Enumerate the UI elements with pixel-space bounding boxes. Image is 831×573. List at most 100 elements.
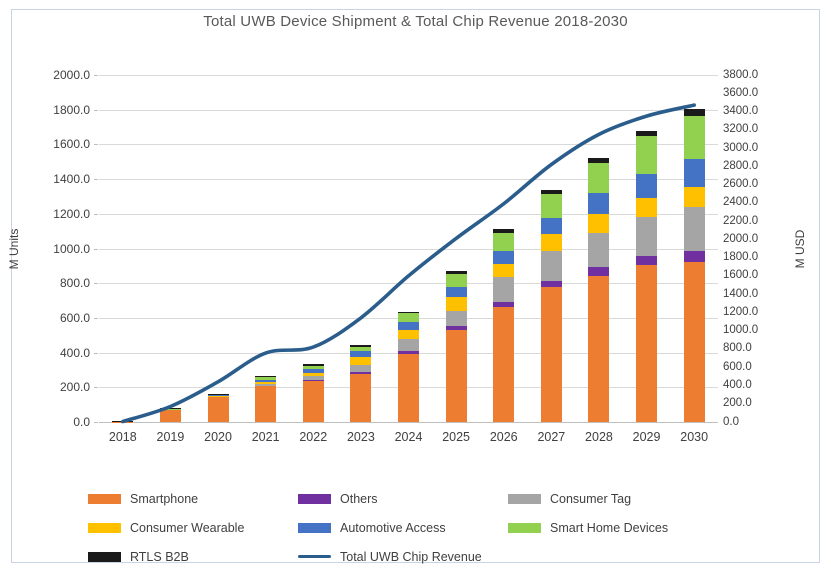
legend-item-total-uwb-chip-revenue: Total UWB Chip Revenue: [298, 550, 508, 564]
x-axis-label: 2021: [251, 430, 280, 444]
legend-line-swatch: [298, 554, 331, 559]
bar-segment-consumer-wearable: [207, 396, 229, 397]
bar-2020: [207, 394, 229, 422]
right-axis-tick: 1400.0: [723, 287, 759, 300]
bar-2024: [398, 311, 419, 422]
bar-segment-consumer-wearable: [540, 234, 562, 251]
right-axis-tick: 400.0: [723, 378, 752, 391]
bar-segment-others: [588, 267, 610, 276]
bar-2026: [493, 229, 515, 422]
bar-segment-consumer-wearable: [398, 329, 419, 339]
bar-2028: [588, 158, 610, 422]
bar-segment-rtls-b2b: [588, 158, 610, 163]
legend-item-others: Others: [298, 492, 508, 506]
legend-color-swatch: [508, 522, 541, 533]
legend-item-rtls-b2b: RTLS B2B: [88, 550, 298, 564]
right-axis-tick: 200.0: [723, 397, 752, 410]
bar-segment-smartphone: [445, 329, 467, 422]
bar-segment-consumer-tag: [540, 250, 562, 281]
right-axis-tick: 3000.0: [723, 141, 759, 154]
right-axis-tick: 600.0: [723, 360, 752, 373]
legend-item-smartphone: Smartphone: [88, 492, 298, 506]
bar-segment-others: [255, 385, 277, 387]
bar-segment-consumer-tag: [255, 383, 277, 386]
legend-color-swatch: [88, 522, 121, 533]
left-axis-tickmark: [94, 179, 98, 181]
plot-area: [99, 75, 718, 424]
x-axis-label: 2025: [442, 430, 471, 444]
bar-segment-consumer-tag: [636, 216, 658, 256]
bar-segment-smart-home-devices: [445, 274, 467, 287]
x-axis-label: 2022: [299, 430, 328, 444]
left-axis-tick: 200.0: [59, 380, 90, 395]
bar-segment-automotive-access: [302, 369, 324, 373]
chart-title: Total UWB Device Shipment & Total Chip R…: [203, 13, 628, 30]
bar-segment-rtls-b2b: [255, 376, 277, 378]
left-axis-tickmark: [94, 213, 98, 215]
bar-segment-smartphone: [207, 397, 229, 422]
legend-label: RTLS B2B: [130, 549, 189, 564]
x-axis-label: 2027: [537, 430, 566, 444]
left-axis-tick: 2000.0: [53, 68, 90, 82]
right-axis-tick: 1200.0: [723, 305, 759, 318]
left-axis-tickmark: [94, 144, 98, 146]
bar-segment-smart-home-devices: [588, 162, 610, 193]
bar-2022: [302, 363, 324, 422]
bar-segment-consumer-wearable: [302, 372, 324, 376]
bar-segment-smart-home-devices: [683, 115, 705, 160]
right-axis-tick: 800.0: [723, 342, 752, 355]
bar-segment-smartphone: [493, 306, 515, 422]
x-axis-label: 2023: [346, 430, 375, 444]
bar-segment-consumer-tag: [398, 338, 419, 352]
bar-segment-automotive-access: [636, 173, 658, 198]
x-axis-label: 2019: [156, 430, 185, 444]
chart-legend: Smartphone Others Consumer Tag Consumer Wea…: [88, 484, 722, 571]
bar-segment-others: [398, 351, 419, 354]
revenue-line: [121, 103, 696, 424]
bar-segment-smartphone: [302, 381, 324, 422]
x-axis-label: 2020: [204, 430, 232, 444]
right-axis-tick: 1600.0: [723, 269, 759, 282]
bar-2030: [683, 109, 705, 422]
bar-segment-consumer-tag: [683, 207, 705, 251]
bar-segment-smartphone: [255, 386, 277, 422]
bar-segment-others: [445, 326, 467, 330]
bar-segment-consumer-wearable: [683, 187, 705, 208]
bar-segment-rtls-b2b: [398, 311, 419, 314]
bar-segment-consumer-tag: [207, 396, 229, 398]
bar-segment-smart-home-devices: [540, 193, 562, 218]
bar-segment-automotive-access: [445, 286, 467, 298]
x-axis-label: 2026: [489, 430, 518, 444]
legend-color-swatch: [298, 493, 331, 504]
legend-label: Consumer Wearable: [130, 520, 245, 535]
right-axis-tick: 2200.0: [723, 214, 759, 227]
legend-item-consumer-wearable: Consumer Wearable: [88, 521, 298, 535]
bar-2021: [255, 376, 277, 422]
left-axis-tick: 600.0: [59, 310, 90, 325]
legend-color-swatch: [298, 522, 331, 533]
x-axis-line: [99, 422, 718, 423]
legend-label: Consumer Tag: [550, 491, 632, 506]
right-axis-tick: 2600.0: [723, 178, 759, 191]
bar-segment-rtls-b2b: [302, 363, 324, 367]
bar-segment-rtls-b2b: [159, 407, 181, 410]
bar-segment-consumer-wearable: [636, 197, 658, 217]
bar-segment-rtls-b2b: [636, 131, 658, 137]
bar-segment-smart-home-devices: [255, 377, 277, 380]
gridline: [99, 179, 718, 181]
legend-label: Automotive Access: [340, 520, 446, 535]
right-axis-tick: 2800.0: [723, 159, 759, 172]
bar-segment-smart-home-devices: [350, 347, 372, 352]
bar-segment-smartphone: [159, 410, 181, 422]
bar-segment-smart-home-devices: [398, 313, 419, 323]
left-axis-tick: 0.0: [73, 415, 90, 429]
bar-segment-consumer-tag: [302, 375, 324, 381]
left-axis-tickmark: [94, 387, 98, 389]
bar-segment-consumer-tag: [350, 364, 372, 373]
bar-2023: [350, 344, 372, 422]
bar-segment-rtls-b2b: [683, 109, 705, 116]
legend-item-automotive-access: Automotive Access: [298, 521, 508, 535]
bar-2019: [159, 407, 181, 422]
x-axis-label: 2029: [632, 430, 661, 444]
bar-segment-smartphone: [540, 287, 562, 422]
